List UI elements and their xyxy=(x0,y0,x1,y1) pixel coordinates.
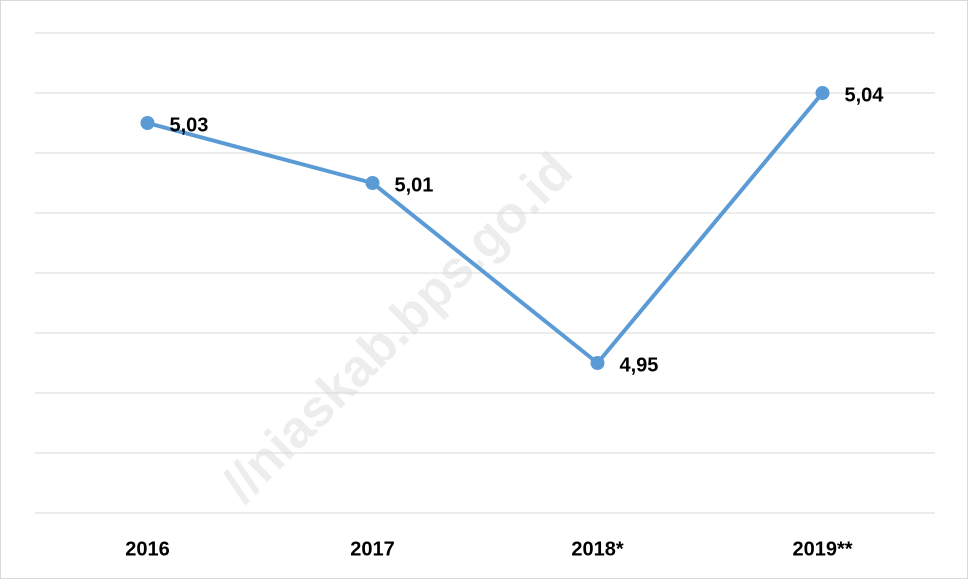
data-label: 4,95 xyxy=(620,354,659,376)
x-tick-label: 2017 xyxy=(350,538,395,560)
point xyxy=(365,176,380,190)
point xyxy=(140,116,155,130)
point xyxy=(590,356,605,370)
x-tick-label: 2018* xyxy=(571,538,623,560)
x-tick-label: 2016 xyxy=(125,538,170,560)
point xyxy=(815,86,830,100)
data-label: 5,04 xyxy=(845,84,885,106)
line xyxy=(146,91,825,365)
x-tick-label: 2019** xyxy=(792,538,852,560)
data-label: 5,03 xyxy=(170,114,209,136)
data-label: 5,01 xyxy=(395,174,434,196)
